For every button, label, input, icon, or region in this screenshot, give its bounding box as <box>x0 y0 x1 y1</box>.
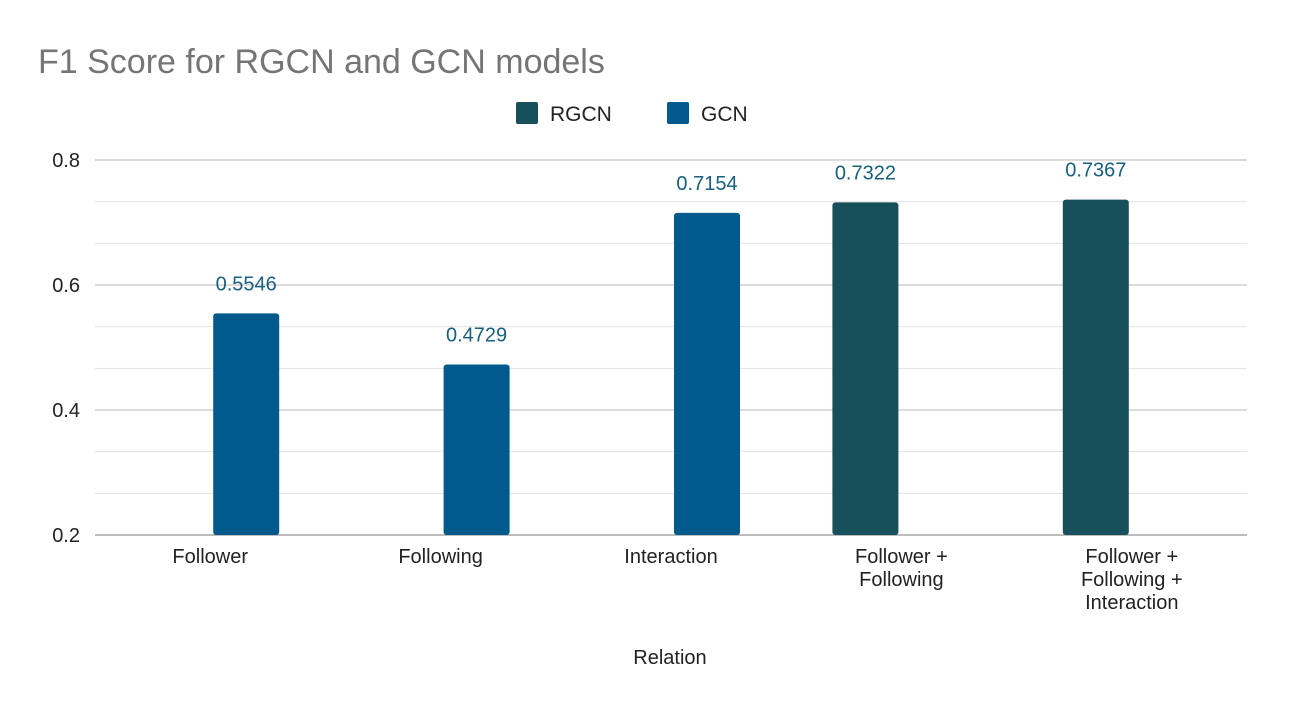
x-axis-title: Relation <box>633 647 706 669</box>
x-tick-label: Following <box>398 546 482 568</box>
data-label: 0.5546 <box>216 273 277 295</box>
x-tick-label-line: Following <box>859 569 943 591</box>
data-label: 0.7322 <box>835 162 896 184</box>
x-tick-label: Follower + Following <box>855 546 948 591</box>
x-tick-label: Follower <box>172 546 248 568</box>
bar-gcn <box>213 313 280 535</box>
gridlines <box>95 159 1247 536</box>
x-tick-label-line: Following <box>398 546 482 568</box>
x-tick-label-line: Interaction <box>624 546 717 568</box>
legend-label-gcn: GCN <box>701 103 748 126</box>
data-labels: 0.5546 0.4729 0.7154 0.7322 0.7367 <box>216 160 1127 347</box>
bar-gcn <box>674 212 740 535</box>
bar-rgcn <box>832 202 899 535</box>
x-tick-label-line: Interaction <box>1085 592 1178 614</box>
data-label: 0.7367 <box>1065 160 1126 182</box>
x-tick-label-line: Following + <box>1081 569 1183 591</box>
y-tick-label: 0.2 <box>52 525 80 547</box>
y-tick-label: 0.6 <box>52 275 80 297</box>
x-tick-label-line: Follower <box>172 546 248 568</box>
legend-swatch-rgcn <box>516 102 538 124</box>
chart-title: F1 Score for RGCN and GCN models <box>38 43 605 81</box>
legend-label-rgcn: RGCN <box>550 103 612 126</box>
data-label: 0.4729 <box>446 324 507 346</box>
y-axis-ticks: 0.2 0.4 0.6 0.8 <box>52 150 80 547</box>
x-tick-label: Follower + Following + Interaction <box>1081 546 1183 614</box>
legend: RGCN GCN <box>516 102 748 126</box>
legend-swatch-gcn <box>667 102 689 124</box>
bars <box>213 199 1129 535</box>
data-label: 0.7154 <box>676 173 737 195</box>
x-tick-label: Interaction <box>624 546 717 568</box>
x-axis-categories: Follower Following Interaction Follower + Fo… <box>172 546 1182 614</box>
x-tick-label-line: Follower + <box>1085 546 1178 568</box>
x-tick-label-line: Follower + <box>855 546 948 568</box>
bar-rgcn <box>1062 199 1129 535</box>
bar-gcn <box>443 364 510 535</box>
y-tick-label: 0.4 <box>52 400 80 422</box>
y-tick-label: 0.8 <box>52 150 80 172</box>
